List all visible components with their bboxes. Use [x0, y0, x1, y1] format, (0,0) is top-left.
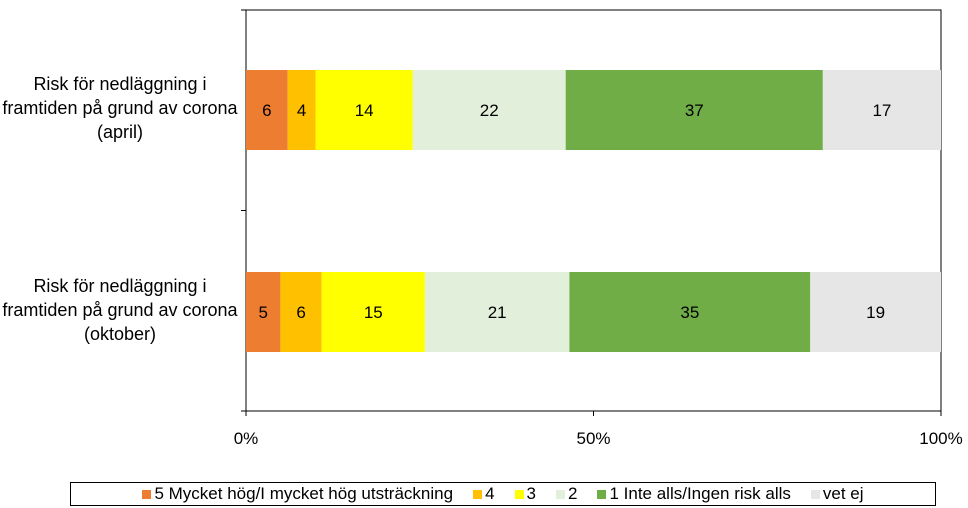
legend-swatch-3 — [514, 489, 524, 499]
bar-segment-0-5 — [822, 70, 941, 150]
data-label-0-4: 37 — [685, 101, 704, 120]
bar-segment-0-4 — [565, 70, 823, 150]
data-label-1-2: 15 — [364, 303, 383, 322]
bar-segment-1-1 — [280, 272, 322, 352]
x-tick-label-1: 50% — [576, 429, 610, 448]
data-label-0-0: 6 — [262, 101, 271, 120]
data-label-1-1: 6 — [296, 303, 305, 322]
data-label-0-1: 4 — [297, 101, 306, 120]
legend-swatch-4 — [473, 489, 483, 499]
legend-swatch-vet-ej — [810, 489, 820, 499]
bar-segment-1-5 — [810, 272, 941, 352]
stacked-bar-chart: 6 4 14 22 37 17 5 6 15 21 35 19 0% 50% 100% — [234, 9, 963, 448]
legend-item-1: 1 Inte alls/Ingen risk alls — [597, 484, 791, 504]
legend-swatch-5 — [142, 489, 152, 499]
x-tick-label-2: 100% — [919, 429, 962, 448]
data-label-0-3: 22 — [480, 101, 499, 120]
bar-segment-0-3 — [412, 70, 566, 150]
legend-label-1: 1 Inte alls/Ingen risk alls — [609, 484, 791, 503]
data-label-0-5: 17 — [872, 101, 891, 120]
category-label-oktober: Risk för nedläggning i framtiden på grun… — [2, 276, 238, 344]
data-label-1-4: 35 — [680, 303, 699, 322]
category-label-april: Risk för nedläggning i framtiden på grun… — [2, 74, 238, 142]
bar-segment-1-0 — [246, 272, 281, 352]
bar-segment-1-2 — [321, 272, 425, 352]
bar-segment-0-1 — [287, 70, 316, 150]
legend-label-2: 2 — [568, 484, 578, 503]
legend-swatch-1 — [597, 489, 607, 499]
legend-item-5: 5 Mycket hög/I mycket hög utsträckning — [142, 484, 453, 504]
legend: 5 Mycket hög/I mycket hög utsträckning 4… — [70, 482, 936, 506]
data-label-1-3: 21 — [488, 303, 507, 322]
legend-swatch-2 — [556, 489, 565, 499]
data-label-1-0: 5 — [258, 303, 267, 322]
legend-item-4: 4 — [473, 484, 495, 504]
legend-label-5: 5 Mycket hög/I mycket hög utsträckning — [154, 484, 454, 503]
data-label-1-5: 19 — [866, 303, 885, 322]
bar-segment-1-4 — [569, 272, 811, 352]
legend-item-vet-ej: vet ej — [810, 484, 864, 504]
bar-segment-0-2 — [315, 70, 413, 150]
bar-segment-1-3 — [424, 272, 570, 352]
data-label-0-2: 14 — [355, 101, 374, 120]
legend-item-3: 3 — [514, 484, 536, 504]
legend-label-4: 4 — [485, 484, 495, 503]
x-tick-label-0: 0% — [234, 429, 259, 448]
bar-segment-0-0 — [246, 70, 288, 150]
legend-label-vet-ej: vet ej — [822, 484, 864, 503]
legend-item-2: 2 — [556, 484, 577, 504]
legend-label-3: 3 — [526, 484, 536, 503]
